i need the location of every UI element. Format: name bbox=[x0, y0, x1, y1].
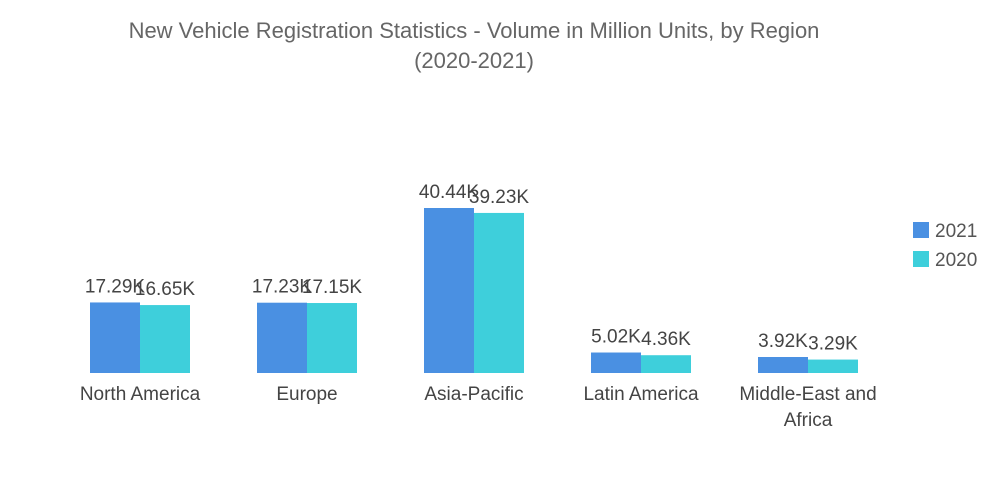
bar-europe-2020 bbox=[307, 303, 357, 373]
category-label-north-america: North America bbox=[80, 384, 201, 405]
category-label-asia-pacific: Asia-Pacific bbox=[424, 384, 523, 405]
bar-north-america-2020 bbox=[140, 305, 190, 373]
category-labels-group: North America Europe Asia-Pacific Latin Ame… bbox=[80, 384, 877, 431]
bar-middle-east-and-africa-2021 bbox=[758, 357, 808, 373]
data-label-middle-east-and-africa-2021: 3.92K bbox=[758, 331, 808, 352]
data-label-middle-east-and-africa-2020: 3.29K bbox=[808, 334, 858, 355]
legend: 2021 2020 bbox=[913, 221, 977, 271]
bar-latin-america-2021 bbox=[591, 352, 641, 373]
legend-swatch-2020 bbox=[913, 251, 929, 267]
category-label-latin-america: Latin America bbox=[583, 384, 699, 405]
legend-label-2021: 2021 bbox=[935, 221, 977, 242]
chart-title: New Vehicle Registration Statistics - Vo… bbox=[129, 18, 820, 43]
data-label-north-america-2020: 16.65K bbox=[135, 279, 196, 300]
bar-middle-east-and-africa-2020 bbox=[808, 359, 858, 373]
bars-group bbox=[90, 208, 858, 373]
chart-subtitle: (2020-2021) bbox=[414, 48, 534, 73]
category-label-europe: Europe bbox=[276, 384, 337, 405]
legend-swatch-2021 bbox=[913, 222, 929, 238]
data-label-north-america-2021: 17.29K bbox=[85, 276, 146, 297]
bar-asia-pacific-2020 bbox=[474, 212, 524, 373]
data-label-asia-pacific-2020: 39.23K bbox=[469, 187, 530, 208]
data-label-latin-america-2020: 4.36K bbox=[641, 329, 691, 350]
legend-label-2020: 2020 bbox=[935, 250, 977, 271]
data-label-asia-pacific-2021: 40.44K bbox=[419, 182, 480, 203]
bar-latin-america-2020 bbox=[641, 355, 691, 373]
category-label-middle-east-and-africa: Middle-East and Africa bbox=[739, 384, 876, 431]
bar-europe-2021 bbox=[257, 302, 307, 373]
data-label-europe-2020: 17.15K bbox=[302, 277, 363, 298]
data-label-latin-america-2021: 5.02K bbox=[591, 327, 641, 348]
data-label-europe-2021: 17.23K bbox=[252, 277, 313, 298]
bar-north-america-2021 bbox=[90, 302, 140, 373]
bar-asia-pacific-2021 bbox=[424, 208, 474, 373]
